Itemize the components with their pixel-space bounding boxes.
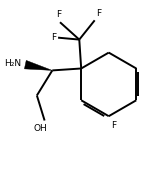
Text: F: F <box>112 121 117 130</box>
Text: H₂N: H₂N <box>4 59 21 68</box>
Polygon shape <box>24 60 52 70</box>
Text: F: F <box>56 10 62 19</box>
Text: F: F <box>97 9 102 18</box>
Text: OH: OH <box>34 124 48 133</box>
Text: F: F <box>51 33 56 42</box>
